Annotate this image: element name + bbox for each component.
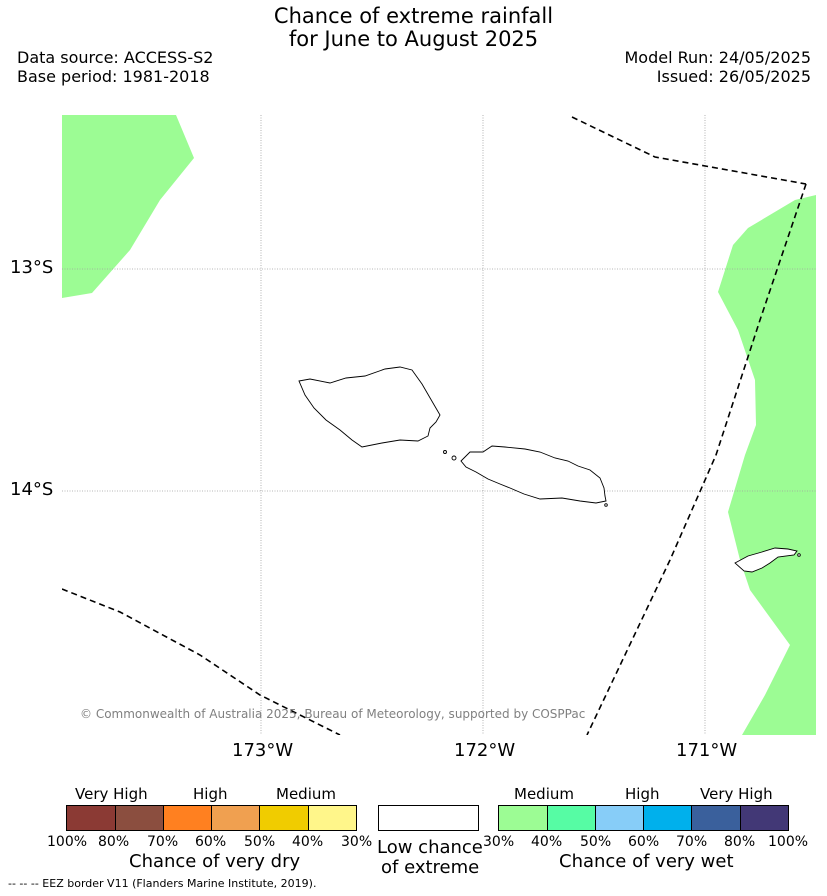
dry-swatch-50-40	[259, 805, 309, 831]
model-run-text: Model Run: 24/05/2025	[624, 48, 812, 67]
issued-date-text: Issued: 26/05/2025	[656, 67, 811, 86]
wet-swatch-80-100	[740, 805, 789, 831]
wet-swatch-70-80	[691, 805, 741, 831]
eez-borders	[62, 116, 807, 735]
low-chance-label-line-1: Low chance	[377, 837, 483, 858]
dry-swatch-100-80	[66, 805, 116, 831]
lon-tick-171w: 171°W	[676, 740, 738, 761]
upolu-island	[460, 445, 607, 504]
wet-tick-50: 50%	[580, 834, 612, 850]
lon-tick-172w: 172°W	[454, 740, 516, 761]
data-source-text: Data source: ACCESS-S2	[17, 48, 214, 67]
dry-colorbar-title: Chance of very dry	[129, 851, 301, 872]
wet-swatch-30-40	[498, 805, 548, 831]
wet-tick-30: 30%	[483, 834, 515, 850]
lat-tick-14s: 14°S	[10, 479, 54, 500]
dry-swatch-40-30	[308, 805, 357, 831]
eez-border-east	[586, 183, 807, 735]
wet-swatch-60-70	[643, 805, 692, 831]
dry-group-medium: Medium	[276, 785, 336, 803]
base-period-text: Base period: 1981-2018	[17, 67, 210, 86]
dry-tick-40: 40%	[292, 834, 324, 850]
wet-tick-100: 100%	[768, 834, 809, 850]
eez-border-southwest	[62, 588, 341, 735]
dry-swatch-60-50	[211, 805, 260, 831]
wet-tick-70: 70%	[676, 834, 708, 850]
wet-tick-60: 60%	[628, 834, 660, 850]
medium-wet-region-northwest	[62, 115, 194, 298]
wet-tick-80: 80%	[724, 834, 756, 850]
wet-colorbar-title: Chance of very wet	[559, 851, 734, 872]
aunuu-islet	[797, 553, 801, 557]
medium-wet-region-east	[718, 195, 816, 735]
dry-tick-80: 80%	[98, 834, 130, 850]
dry-group-very-high: Very High	[75, 785, 148, 803]
eez-border-footnote: -- -- -- EEZ border V11 (Flanders Marine…	[8, 877, 317, 890]
map-background	[62, 115, 816, 735]
eez-border-north	[571, 116, 807, 185]
islands	[298, 366, 801, 573]
wet-group-medium: Medium	[514, 785, 574, 803]
dry-tick-60: 60%	[195, 834, 227, 850]
dry-tick-70: 70%	[147, 834, 179, 850]
dry-tick-30: 30%	[341, 834, 373, 850]
nuutele-islet	[604, 503, 608, 507]
lat-tick-13s: 13°S	[10, 257, 54, 278]
map-title-line-1: Chance of extreme rainfall	[273, 4, 554, 28]
gridlines	[62, 115, 816, 735]
wet-group-very-high: Very High	[700, 785, 773, 803]
low-chance-label-line-2: of extreme	[381, 857, 480, 878]
wet-swatch-40-50	[547, 805, 596, 831]
dry-tick-50: 50%	[244, 834, 276, 850]
copyright-notice: © Commonwealth of Australia 2025, Bureau…	[80, 707, 585, 721]
wet-tick-40: 40%	[531, 834, 563, 850]
dry-group-high: High	[193, 785, 228, 803]
savaii-island	[298, 366, 441, 448]
wet-group-high: High	[625, 785, 660, 803]
map-title-line-2: for June to August 2025	[288, 27, 539, 51]
dry-swatch-80-70	[115, 805, 164, 831]
lon-tick-173w: 173°W	[232, 740, 294, 761]
dry-swatch-70-60	[163, 805, 212, 831]
apolima-island	[443, 450, 447, 454]
tutuila-island	[734, 547, 798, 573]
manono-island	[451, 455, 457, 461]
dry-tick-100: 100%	[47, 834, 88, 850]
low-chance-swatch	[378, 805, 479, 831]
wet-swatch-50-60	[595, 805, 644, 831]
